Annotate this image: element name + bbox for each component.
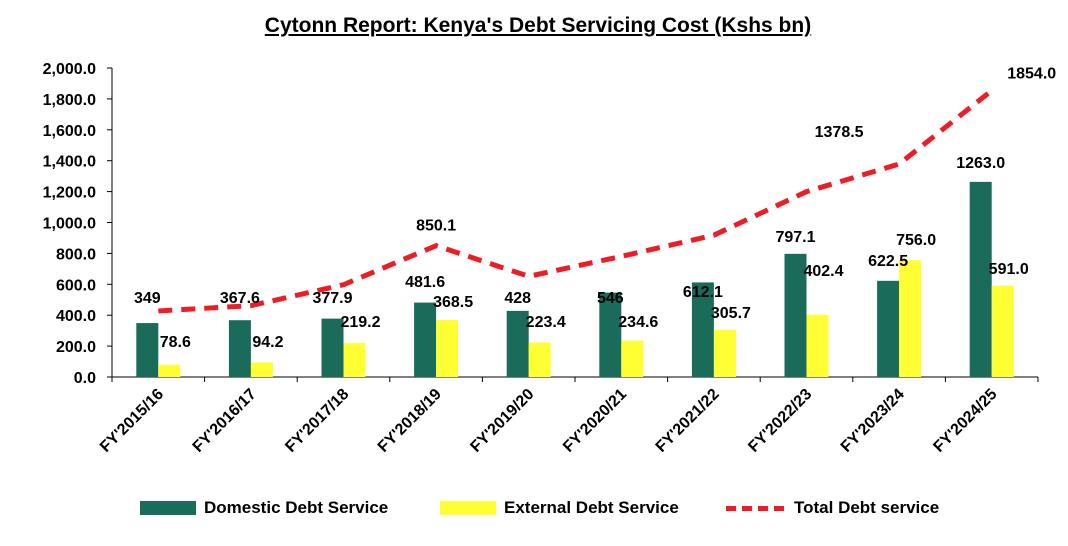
legend-label-total: Total Debt service	[794, 498, 940, 517]
data-label-domestic: 546	[597, 290, 624, 307]
total-debt-line	[158, 88, 994, 314]
data-label-external: 223.4	[526, 314, 566, 331]
legend-item-total: Total Debt service	[726, 498, 939, 518]
bar-external	[991, 285, 1014, 377]
bar-domestic	[784, 253, 807, 377]
legend-swatch-external	[440, 501, 496, 515]
legend-swatch-domestic	[140, 501, 196, 515]
y-tick-label: 1,400.0	[43, 154, 96, 171]
legend-item-domestic: Domestic Debt Service	[140, 498, 388, 518]
data-label-external: 402.4	[803, 263, 843, 280]
bar-external	[621, 340, 644, 377]
x-tick-label: FY'2020/21	[560, 386, 630, 456]
bar-external	[250, 362, 273, 377]
bar-external	[436, 320, 459, 377]
y-tick-label: 1,000.0	[43, 216, 96, 233]
bar-external	[713, 329, 736, 377]
x-tick-label: FY'2022/23	[745, 386, 815, 456]
bar-domestic	[691, 282, 714, 377]
y-tick-label: 1,800.0	[43, 92, 96, 109]
data-label-total: 850.1	[416, 218, 456, 235]
x-tick-label: FY'2016/17	[190, 386, 260, 456]
legend-label-external: External Debt Service	[504, 498, 679, 517]
x-tick-label: FY'2019/20	[467, 386, 537, 456]
y-tick-label: 1,600.0	[43, 123, 96, 140]
bar-domestic	[969, 181, 992, 377]
data-label-domestic: 797.1	[775, 229, 815, 246]
bar-external	[899, 260, 922, 377]
bar-domestic	[599, 292, 622, 377]
data-label-domestic: 1263.0	[956, 155, 1005, 172]
y-tick-label: 200.0	[56, 339, 96, 356]
data-label-domestic: 481.6	[405, 274, 445, 291]
x-tick-label: FY'2021/22	[653, 386, 723, 456]
data-label-domestic: 622.5	[868, 253, 908, 270]
legend-item-external: External Debt Service	[440, 498, 679, 518]
data-label-external: 368.5	[433, 294, 473, 311]
bar-external	[343, 343, 366, 377]
data-label-external: 78.6	[160, 334, 191, 351]
bar-domestic	[321, 318, 344, 377]
bars	[136, 181, 1014, 377]
legend-swatch-total	[726, 505, 784, 511]
y-tick-label: 800.0	[56, 246, 96, 263]
x-tick-label: FY'2024/25	[930, 386, 1000, 456]
data-labels: 349 367.6 377.9 481.6 428 546 612.1 797.1 622.5 1…	[134, 66, 1056, 351]
y-axis-ticks: 0.0 200.0 400.0 600.0 800.0 1,000.0 1,200.0 1,4…	[43, 61, 112, 387]
data-label-domestic: 367.6	[220, 290, 260, 307]
y-tick-label: 400.0	[56, 308, 96, 325]
data-label-external: 234.6	[618, 314, 658, 331]
data-label-domestic: 377.9	[312, 290, 352, 307]
x-tick-label: FY'2017/18	[282, 386, 352, 456]
bar-external	[528, 342, 551, 377]
data-label-external: 219.2	[340, 314, 380, 331]
bar-domestic	[877, 280, 900, 377]
y-tick-label: 0.0	[74, 370, 96, 387]
bar-domestic	[506, 310, 529, 377]
data-label-total: 1378.5	[815, 124, 864, 141]
data-label-total: 1854.0	[1007, 66, 1056, 83]
total-line	[158, 88, 994, 314]
bar-domestic	[228, 320, 251, 377]
legend-label-domestic: Domestic Debt Service	[204, 498, 389, 517]
data-label-domestic: 349	[134, 290, 161, 307]
x-axis-ticks: FY'2015/16 FY'2016/17 FY'2017/18 FY'2018/19…	[97, 377, 1039, 456]
y-tick-label: 600.0	[56, 277, 96, 294]
bar-external	[806, 314, 829, 377]
bar-domestic	[414, 302, 437, 377]
data-label-external: 591.0	[989, 261, 1029, 278]
data-label-domestic: 428	[504, 290, 531, 307]
data-label-external: 94.2	[252, 334, 283, 351]
bar-external	[158, 364, 181, 377]
x-tick-label: FY'2015/16	[97, 386, 167, 456]
x-tick-label: FY'2018/19	[375, 386, 445, 456]
data-label-external: 756.0	[896, 232, 936, 249]
x-tick-label: FY'2023/24	[838, 386, 908, 456]
y-tick-label: 2,000.0	[43, 61, 96, 78]
chart-title: Cytonn Report: Kenya's Debt Servicing Co…	[264, 14, 812, 37]
data-label-domestic: 612.1	[683, 284, 723, 301]
bar-domestic	[136, 323, 159, 377]
data-label-external: 305.7	[711, 305, 751, 322]
y-tick-label: 1,200.0	[43, 185, 96, 202]
